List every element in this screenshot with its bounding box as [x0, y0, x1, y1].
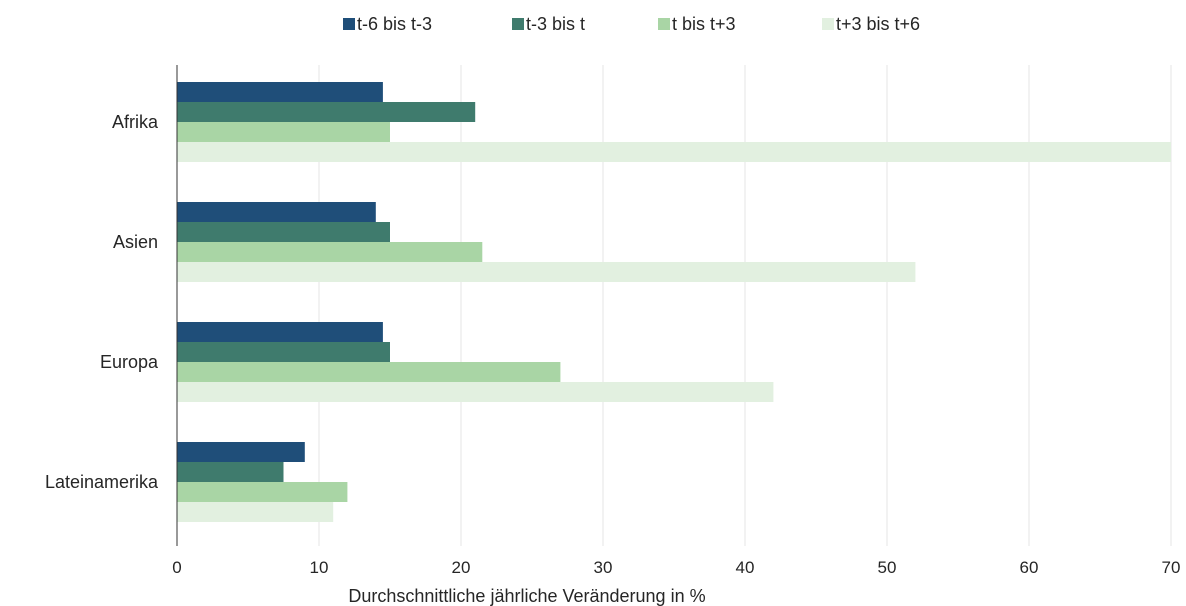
bar-europa-series-1 — [177, 322, 383, 342]
x-tick-label-20: 20 — [452, 558, 471, 577]
legend-swatch-4 — [822, 18, 834, 30]
bar-asien-series-4 — [177, 262, 916, 282]
bar-lateinamerika-series-1 — [177, 442, 305, 462]
bar-layer — [177, 82, 1171, 522]
bar-afrika-series-1 — [177, 82, 383, 102]
y-axis-categories: Afrika Asien Europa Lateinamerika — [45, 112, 159, 492]
bar-lateinamerika-series-3 — [177, 482, 348, 502]
legend-swatch-1 — [343, 18, 355, 30]
legend-label-4: t+3 bis t+6 — [836, 14, 920, 34]
category-label-afrika: Afrika — [112, 112, 159, 132]
x-tick-label-50: 50 — [878, 558, 897, 577]
legend-label-2: t-3 bis t — [526, 14, 585, 34]
bar-lateinamerika-series-2 — [177, 462, 284, 482]
bar-europa-series-3 — [177, 362, 561, 382]
bar-europa-series-2 — [177, 342, 390, 362]
legend-swatch-3 — [658, 18, 670, 30]
bar-afrika-series-4 — [177, 142, 1171, 162]
bar-afrika-series-2 — [177, 102, 476, 122]
x-tick-label-60: 60 — [1020, 558, 1039, 577]
x-tick-label-40: 40 — [736, 558, 755, 577]
x-axis-title: Durchschnittliche jährliche Veränderung … — [348, 586, 705, 606]
legend-label-1: t-6 bis t-3 — [357, 14, 432, 34]
x-tick-label-30: 30 — [594, 558, 613, 577]
category-label-asien: Asien — [113, 232, 158, 252]
category-label-lateinamerika: Lateinamerika — [45, 472, 159, 492]
bar-europa-series-4 — [177, 382, 774, 402]
bar-afrika-series-3 — [177, 122, 390, 142]
bar-lateinamerika-series-4 — [177, 502, 334, 522]
grid-layer — [318, 65, 1172, 546]
legend-swatch-2 — [512, 18, 524, 30]
legend-label-3: t bis t+3 — [672, 14, 736, 34]
bar-asien-series-1 — [177, 202, 376, 222]
category-label-europa: Europa — [100, 352, 159, 372]
x-tick-label-0: 0 — [172, 558, 181, 577]
bar-asien-series-2 — [177, 222, 390, 242]
x-tick-label-70: 70 — [1162, 558, 1181, 577]
x-tick-label-10: 10 — [310, 558, 329, 577]
legend: t-6 bis t-3 t-3 bis t t bis t+3 t+3 bis t+6 — [343, 14, 920, 34]
x-axis-ticks: 0 10 20 30 40 50 60 70 — [172, 558, 1180, 577]
bar-asien-series-3 — [177, 242, 483, 262]
